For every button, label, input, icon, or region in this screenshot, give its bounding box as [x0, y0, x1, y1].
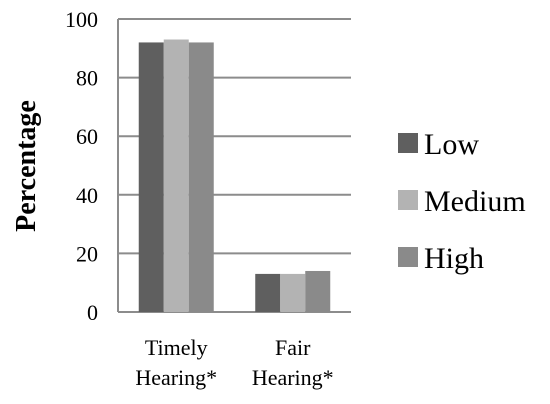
bars	[138, 39, 331, 312]
bar-medium-0	[163, 39, 189, 312]
bar-medium-1	[280, 273, 306, 312]
y-tick-label: 0	[87, 300, 98, 325]
y-tick-label: 80	[76, 66, 98, 91]
x-category-label: Hearing*	[135, 365, 217, 390]
x-category-labels: Timely Hearing* Fair Hearing*	[135, 335, 333, 390]
y-tick-labels: 0 20 40 60 80 100	[65, 7, 98, 325]
legend-label-high: High	[424, 242, 484, 275]
x-category-label: Hearing*	[252, 365, 334, 390]
y-tick-label: 60	[76, 124, 98, 149]
legend-swatch-high	[398, 247, 418, 267]
y-tick-label: 100	[65, 7, 98, 32]
legend-label-low: Low	[424, 128, 479, 161]
legend-label-medium: Medium	[424, 185, 526, 218]
bar-high-0	[188, 42, 214, 312]
bar-low-0	[138, 42, 164, 312]
bar-high-1	[305, 270, 331, 312]
x-category-label: Timely	[145, 335, 208, 360]
x-category-label: Fair	[275, 335, 311, 360]
legend: Low Medium High	[398, 128, 526, 275]
bar-low-1	[255, 273, 281, 312]
y-axis-label: Percentage	[11, 100, 42, 232]
y-tick-label: 40	[76, 183, 98, 208]
legend-swatch-medium	[398, 190, 418, 210]
y-tick-label: 20	[76, 241, 98, 266]
legend-swatch-low	[398, 133, 418, 153]
